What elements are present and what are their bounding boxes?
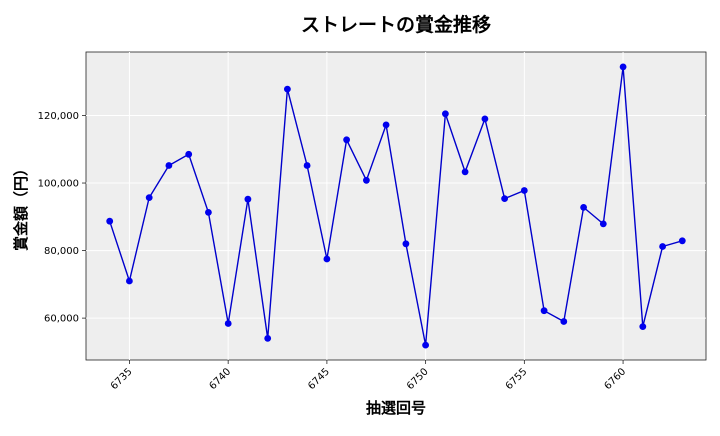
x-tick-label: 6760 bbox=[602, 366, 628, 392]
data-point bbox=[619, 63, 627, 71]
data-point bbox=[224, 320, 232, 327]
data-point bbox=[659, 243, 666, 250]
data-point bbox=[205, 209, 212, 216]
data-point bbox=[639, 323, 647, 330]
data-point bbox=[145, 194, 153, 202]
data-point bbox=[678, 237, 686, 245]
data-point bbox=[481, 115, 489, 123]
plot-area bbox=[85, 51, 707, 361]
data-point bbox=[106, 217, 114, 225]
x-axis-label: 抽選回号 bbox=[366, 399, 426, 417]
x-tick-label: 6755 bbox=[504, 366, 530, 392]
y-tick-label: 100,000 bbox=[38, 179, 79, 190]
data-point bbox=[599, 220, 607, 228]
data-point bbox=[264, 335, 272, 342]
data-point bbox=[560, 318, 568, 325]
y-tick-label: 80,000 bbox=[44, 246, 79, 257]
data-series bbox=[106, 63, 686, 349]
data-point bbox=[580, 204, 587, 211]
data-point bbox=[185, 150, 193, 158]
data-point bbox=[422, 341, 429, 349]
series-line bbox=[109, 66, 683, 346]
y-axis-label: 賞金額（円） bbox=[12, 161, 30, 251]
data-point bbox=[323, 255, 331, 263]
x-tick-label: 6740 bbox=[208, 366, 234, 392]
data-point bbox=[540, 307, 548, 315]
data-point bbox=[244, 195, 252, 203]
data-point bbox=[284, 85, 291, 93]
data-point bbox=[461, 168, 469, 176]
x-tick-label: 6745 bbox=[306, 366, 332, 392]
data-point bbox=[520, 187, 528, 194]
x-tick-label: 6750 bbox=[405, 366, 431, 392]
data-point bbox=[382, 121, 390, 129]
data-point bbox=[501, 195, 508, 203]
data-point bbox=[442, 110, 449, 118]
data-point bbox=[125, 277, 133, 285]
chart-title: ストレートの賞金推移 bbox=[301, 13, 491, 36]
data-point bbox=[402, 240, 410, 248]
x-tick-label: 6735 bbox=[109, 366, 135, 392]
data-point bbox=[303, 162, 311, 169]
data-point bbox=[165, 162, 173, 169]
data-point bbox=[343, 136, 350, 144]
y-tick-label: 120,000 bbox=[38, 111, 79, 122]
data-point bbox=[363, 176, 370, 184]
y-tick-label: 60,000 bbox=[44, 314, 79, 325]
